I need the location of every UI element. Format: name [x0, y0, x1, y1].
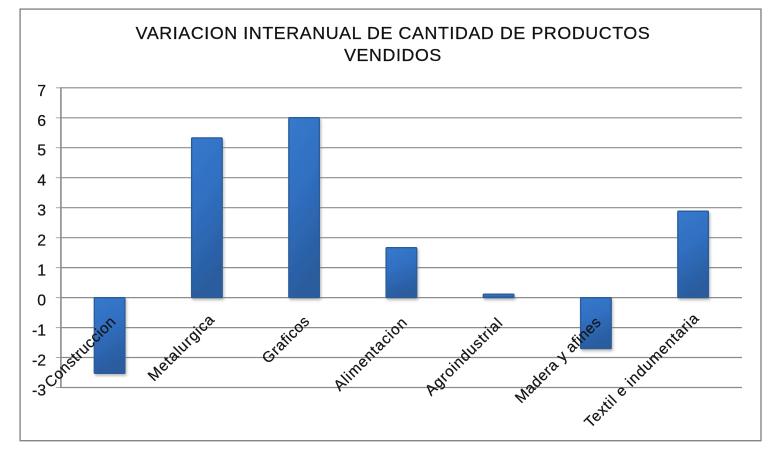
- svg-text:6: 6: [37, 113, 46, 130]
- svg-text:VENDIDOS: VENDIDOS: [344, 45, 442, 65]
- svg-text:4: 4: [37, 173, 46, 190]
- svg-text:2: 2: [37, 233, 46, 250]
- svg-text:3: 3: [37, 203, 46, 220]
- svg-text:VARIACION INTERANUAL DE CANTID: VARIACION INTERANUAL DE CANTIDAD DE PROD…: [136, 23, 651, 43]
- svg-text:5: 5: [37, 143, 46, 160]
- svg-text:1: 1: [37, 263, 46, 280]
- svg-text:-1: -1: [32, 323, 46, 340]
- svg-text:-2: -2: [32, 353, 46, 370]
- svg-text:7: 7: [37, 83, 46, 100]
- svg-text:0: 0: [37, 293, 46, 310]
- svg-text:-3: -3: [32, 383, 46, 400]
